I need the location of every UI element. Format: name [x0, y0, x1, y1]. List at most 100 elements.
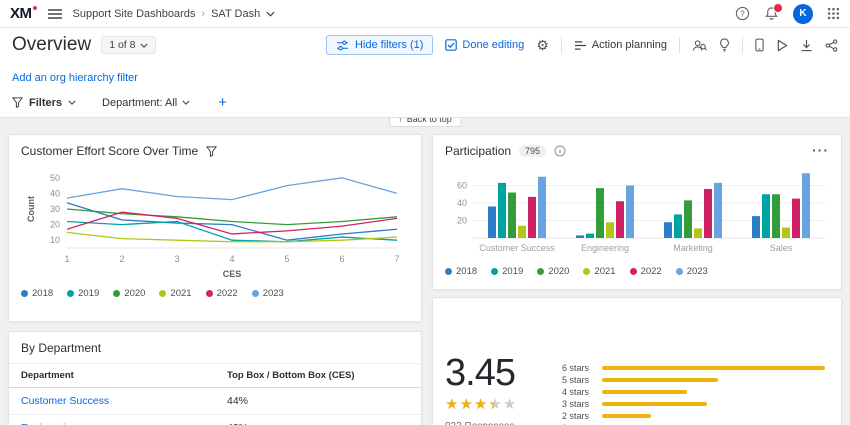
- svg-text:7: 7: [394, 254, 399, 264]
- legend-item-2020[interactable]: 2020: [113, 288, 145, 299]
- line-series-2019[interactable]: [66, 220, 398, 243]
- bar-marketing-2021[interactable]: [694, 228, 702, 238]
- department-filter-chip[interactable]: Department: All: [102, 97, 190, 109]
- legend-item-2023[interactable]: 2023: [251, 288, 284, 299]
- info-icon[interactable]: [554, 145, 566, 157]
- line-series-2018[interactable]: [66, 202, 398, 241]
- bar-customer-success-2018[interactable]: [488, 206, 496, 239]
- bar-engineering-2019[interactable]: [586, 233, 594, 238]
- line-series-2020[interactable]: [66, 208, 398, 226]
- present-button[interactable]: [776, 39, 788, 52]
- page-selector[interactable]: 1 of 8: [101, 36, 157, 54]
- legend-item-2022[interactable]: 2022: [205, 288, 238, 299]
- topbox-column-header[interactable]: Top Box / Bottom Box (CES): [215, 363, 421, 388]
- xm-logo[interactable]: XM: [10, 5, 37, 22]
- action-planning-button[interactable]: Action planning: [574, 39, 667, 51]
- bar-sales-2023[interactable]: [802, 173, 810, 238]
- action-list-icon: [574, 40, 586, 50]
- chevron-down-icon: [182, 100, 190, 105]
- bar-engineering-2018[interactable]: [576, 235, 584, 238]
- legend-item-2019[interactable]: 2019: [491, 266, 523, 277]
- funnel-icon[interactable]: [206, 145, 218, 157]
- legend-item-2020[interactable]: 2020: [537, 266, 569, 277]
- notifications-button[interactable]: [764, 3, 783, 21]
- svg-text:20: 20: [457, 216, 467, 226]
- legend-item-2018[interactable]: 2018: [445, 266, 477, 277]
- done-editing-button[interactable]: Done editing: [445, 39, 524, 51]
- svg-text:2: 2: [119, 254, 124, 264]
- distribution-row: 2 stars: [562, 410, 825, 422]
- line-series-2021[interactable]: [66, 231, 398, 243]
- avatar[interactable]: K: [793, 3, 813, 24]
- department-link[interactable]: Engineering: [21, 422, 77, 425]
- legend-item-2023[interactable]: 2023: [675, 266, 708, 277]
- legend-item-2021[interactable]: 2021: [583, 266, 616, 277]
- ideas-button[interactable]: [719, 38, 730, 52]
- participation-card: Participation 795 ··· 20 40 60 Customer Suc…: [432, 134, 842, 290]
- bar-marketing-2022[interactable]: [704, 189, 712, 238]
- department-link[interactable]: Customer Success: [21, 395, 110, 407]
- bar-customer-success-2021[interactable]: [518, 225, 526, 238]
- bar-engineering-2021[interactable]: [606, 222, 614, 238]
- legend-item-2021[interactable]: 2021: [159, 288, 192, 299]
- bar-customer-success-2022[interactable]: [528, 196, 536, 238]
- hamburger-menu-button[interactable]: [47, 7, 63, 21]
- app-switcher-button[interactable]: [827, 7, 840, 20]
- page-indicator-label: 1 of 8: [109, 39, 136, 51]
- legend-color-dot: [491, 268, 499, 275]
- add-filter-button[interactable]: +: [218, 94, 227, 111]
- bar-engineering-2020[interactable]: [596, 188, 604, 238]
- legend-item-2019[interactable]: 2019: [67, 288, 99, 299]
- bar-customer-success-2019[interactable]: [498, 182, 506, 238]
- org-hierarchy-filter-link[interactable]: Add an org hierarchy filter: [12, 72, 138, 84]
- ces-card-header: Customer Effort Score Over Time: [9, 135, 421, 162]
- bar-marketing-2019[interactable]: [674, 214, 682, 238]
- bar-sales-2020[interactable]: [772, 194, 780, 238]
- svg-text:CES: CES: [223, 269, 242, 279]
- settings-gear-icon[interactable]: ⚙: [536, 37, 549, 53]
- department-column-header[interactable]: Department: [9, 363, 215, 388]
- svg-text:60: 60: [457, 181, 467, 191]
- more-options-icon[interactable]: ···: [812, 142, 829, 159]
- mobile-preview-button[interactable]: [755, 38, 764, 52]
- distribution-bar[interactable]: [602, 414, 825, 418]
- bar-marketing-2023[interactable]: [714, 182, 722, 238]
- line-series-2022[interactable]: [66, 211, 398, 235]
- distribution-row: 4 stars: [562, 386, 825, 398]
- distribution-bar[interactable]: [602, 390, 825, 394]
- notification-badge: [773, 3, 783, 13]
- back-to-top-button[interactable]: ↑ Back to top: [389, 118, 461, 127]
- bar-sales-2019[interactable]: [762, 194, 770, 238]
- bar-marketing-2018[interactable]: [664, 222, 672, 238]
- user-search-button[interactable]: [692, 39, 707, 52]
- line-series-2023[interactable]: [66, 177, 398, 201]
- bar-customer-success-2023[interactable]: [538, 176, 546, 238]
- hide-filters-button[interactable]: Hide filters (1): [325, 35, 434, 55]
- filters-toggle[interactable]: Filters: [12, 97, 76, 109]
- chevron-down-icon[interactable]: [266, 11, 275, 17]
- distribution-bar[interactable]: [602, 378, 825, 382]
- bar-sales-2022[interactable]: [792, 198, 800, 238]
- legend-color-dot: [629, 268, 637, 275]
- department-score-value: 44%: [215, 387, 421, 415]
- svg-text:10: 10: [50, 235, 60, 245]
- breadcrumb-root-link[interactable]: Support Site Dashboards: [72, 7, 196, 20]
- legend-item-2018[interactable]: 2018: [21, 288, 53, 299]
- bar-engineering-2022[interactable]: [616, 201, 624, 238]
- svg-text:3: 3: [174, 254, 179, 264]
- bar-sales-2021[interactable]: [782, 227, 790, 239]
- distribution-bar[interactable]: [602, 366, 825, 370]
- bar-marketing-2020[interactable]: [684, 200, 692, 238]
- download-button[interactable]: [800, 39, 813, 52]
- breadcrumb-current-link[interactable]: SAT Dash: [211, 7, 261, 20]
- legend-year-label: 2023: [262, 288, 284, 299]
- distribution-row: 3 stars: [562, 398, 825, 410]
- response-count: 922 Responses: [445, 421, 550, 425]
- legend-item-2022[interactable]: 2022: [629, 266, 662, 277]
- bar-engineering-2023[interactable]: [626, 185, 634, 239]
- help-button[interactable]: ?: [735, 6, 750, 21]
- distribution-bar[interactable]: [602, 402, 825, 406]
- bar-customer-success-2020[interactable]: [508, 192, 516, 239]
- share-button[interactable]: [825, 38, 838, 52]
- bar-sales-2018[interactable]: [752, 216, 760, 238]
